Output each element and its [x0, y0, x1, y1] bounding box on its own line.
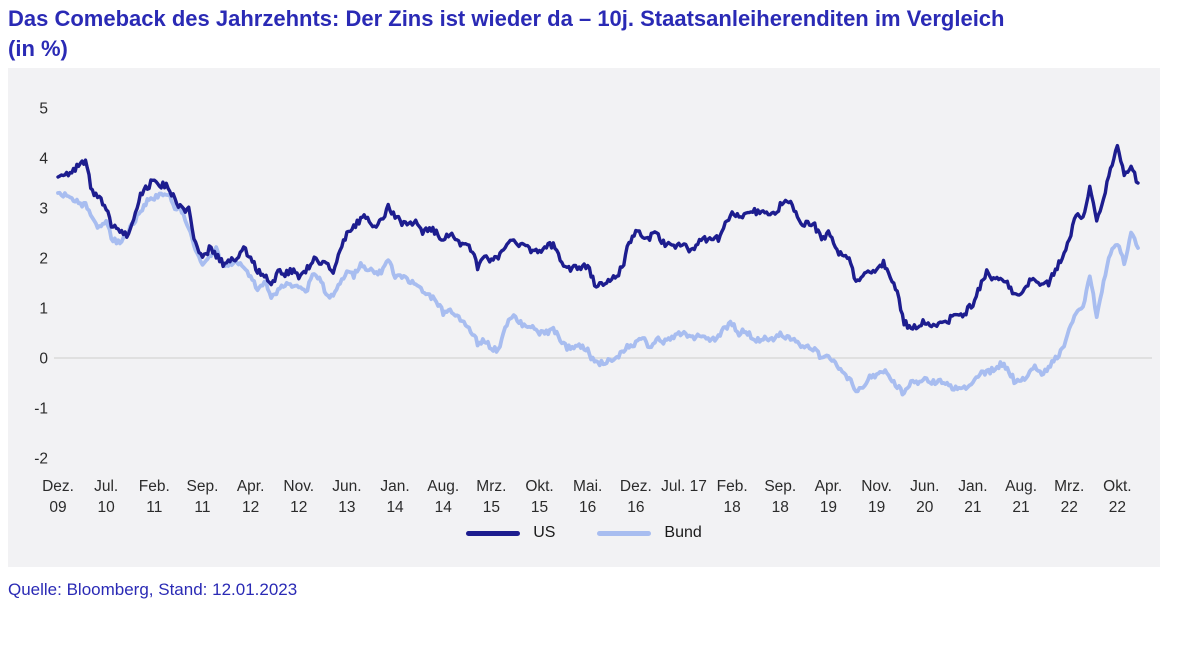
us-line	[56, 143, 1140, 331]
page: Das Comeback des Jahrzehnts: Der Zins is…	[8, 4, 1160, 599]
x-tick-year-label: 09	[49, 499, 66, 516]
x-tick-month-label: Feb.	[139, 478, 170, 495]
x-tick-month-label: Feb.	[717, 478, 748, 495]
x-tick-year-label: 10	[98, 499, 116, 516]
x-tick-year-label: 22	[1109, 499, 1126, 516]
x-tick-month-label: Jul. 17	[661, 478, 707, 495]
chart-legend: US Bund	[8, 521, 1160, 567]
x-tick-month-label: Jul.	[94, 478, 118, 495]
page-title-line1: Das Comeback des Jahrzehnts: Der Zins is…	[8, 6, 1005, 31]
y-tick-label: -2	[34, 451, 48, 468]
x-tick-month-label: Okt.	[1103, 478, 1131, 495]
y-tick-label: 2	[39, 251, 48, 268]
y-tick-label: 4	[39, 151, 48, 168]
x-tick-month-label: Dez.	[42, 478, 74, 495]
y-tick-label: 0	[39, 351, 48, 368]
x-tick-year-label: 14	[386, 499, 404, 516]
x-tick-month-label: Jan.	[958, 478, 987, 495]
bund-legend-label: Bund	[664, 524, 702, 541]
bund-line-swatch	[597, 530, 652, 536]
legend-item-bund: Bund	[597, 524, 702, 542]
legend-item-us: US	[466, 524, 555, 542]
x-tick-year-label: 11	[194, 499, 210, 516]
us-legend-label: US	[533, 524, 556, 541]
x-tick-month-label: Mrz.	[1054, 478, 1084, 495]
x-tick-year-label: 12	[242, 499, 259, 516]
x-tick-month-label: Jan.	[380, 478, 409, 495]
x-tick-year-label: 15	[483, 499, 500, 516]
x-tick-year-label: 18	[772, 499, 789, 516]
x-tick-month-label: Mrz.	[476, 478, 506, 495]
x-tick-month-label: Mai.	[573, 478, 602, 495]
x-tick-month-label: Okt.	[525, 478, 553, 495]
x-tick-year-label: 19	[820, 499, 837, 516]
x-tick-month-label: Nov.	[283, 478, 314, 495]
x-tick-year-label: 20	[916, 499, 934, 516]
source-note: Quelle: Bloomberg, Stand: 12.01.2023	[8, 580, 298, 599]
x-tick-month-label: Sep.	[764, 478, 796, 495]
bund-line	[56, 190, 1140, 397]
x-tick-year-label: 19	[868, 499, 885, 516]
x-tick-month-label: Aug.	[1005, 478, 1037, 495]
x-tick-year-label: 22	[1061, 499, 1078, 516]
y-tick-label: 5	[39, 101, 48, 118]
x-tick-year-label: 12	[290, 499, 307, 516]
page-title-line2: (in %)	[8, 36, 68, 61]
x-tick-month-label: Aug.	[427, 478, 459, 495]
page-title: Das Comeback des Jahrzehnts: Der Zins is…	[8, 4, 1148, 64]
x-tick-year-label: 16	[579, 499, 596, 516]
x-tick-year-label: 14	[435, 499, 453, 516]
y-tick-label: 1	[39, 301, 48, 318]
chart-panel: 5 4 3 2 1 0 -1 -2 Dez. 09 Jul. 10 Feb. 11 Sep. 11 Apr. 12…	[8, 68, 1160, 567]
x-tick-year-label: 21	[1012, 499, 1029, 516]
y-tick-label: 3	[39, 201, 48, 218]
x-tick-year-label: 13	[338, 499, 355, 516]
x-tick-month-label: Sep.	[187, 478, 219, 495]
x-tick-month-label: Jun.	[332, 478, 361, 495]
x-tick-year-label: 11	[146, 499, 162, 516]
x-tick-year-label: 21	[964, 499, 981, 516]
x-tick-month-label: Apr.	[237, 478, 265, 495]
x-tick-month-label: Jun.	[910, 478, 939, 495]
x-tick-month-label: Apr.	[815, 478, 843, 495]
y-tick-label: -1	[34, 401, 48, 418]
yield-comparison-chart: 543210-1-2Dez.09Jul.10Feb.11Sep.11Apr.12…	[34, 101, 1152, 516]
x-tick-year-label: 16	[627, 499, 644, 516]
x-tick-month-label: Dez.	[620, 478, 652, 495]
us-line-swatch	[466, 530, 521, 536]
x-tick-month-label: Nov.	[861, 478, 892, 495]
x-tick-year-label: 15	[531, 499, 548, 516]
x-tick-year-label: 18	[724, 499, 741, 516]
